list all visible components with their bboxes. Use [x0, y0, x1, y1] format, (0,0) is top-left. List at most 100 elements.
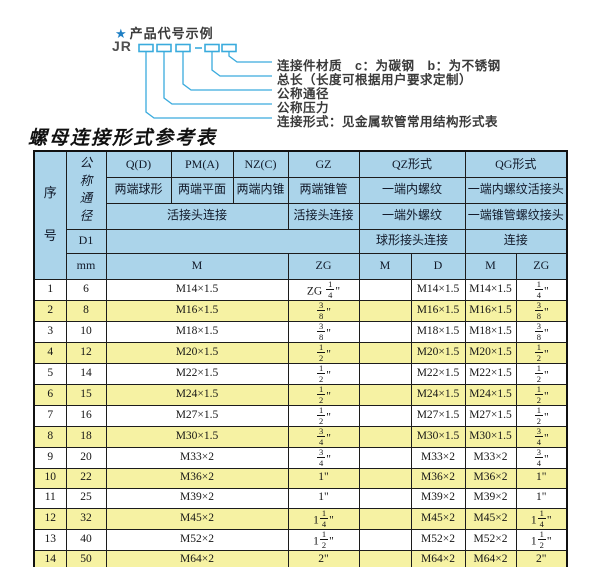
cell-qz-m [358, 341, 412, 364]
header-union-connection: 活接头连接 [105, 202, 289, 230]
cell-qz-m [358, 278, 412, 301]
cell-dn-mm: 20 [65, 446, 107, 469]
table-row: 13 40 M52×2 1 1 2 " M52×2 M52×2 1 1 2 " [33, 528, 568, 551]
cell-m-thread: M22×1.5 [105, 362, 289, 385]
header-qz-desc1: 一端内螺纹 [358, 176, 466, 204]
cell-qg-m: M14×1.5 [464, 278, 517, 301]
cell-qg-zg: 1 2 " [515, 383, 568, 406]
cell-qz-m [358, 383, 412, 406]
cell-gz-zg: 3 8 " [287, 299, 360, 322]
code-box-2 [156, 43, 172, 53]
table-header: 序号 公称通径 Q(D) PM(A) NZ(C) GZ QZ形式 QG形式 两端… [33, 150, 568, 280]
cell-qz-d: M22×1.5 [410, 362, 466, 385]
cell-gz-zg: 3 4 " [287, 425, 360, 448]
cell-qg-zg: 2" [515, 549, 568, 567]
cell-qz-m [358, 549, 412, 567]
header-nz-desc: 两端内锥 [232, 176, 289, 204]
cell-qz-d: M52×2 [410, 528, 466, 551]
nut-connection-reference-table: 序号 公称通径 Q(D) PM(A) NZ(C) GZ QZ形式 QG形式 两端… [33, 150, 568, 567]
table-title: 螺母连接形式参考表 [28, 128, 218, 149]
header-gz-connection: 活接头连接 [287, 202, 360, 230]
cell-qz-d: M45×2 [410, 507, 466, 530]
cell-gz-zg: 1 1 4 " [287, 507, 360, 530]
cell-seq: 5 [33, 362, 67, 385]
cell-qg-m: M22×1.5 [464, 362, 517, 385]
cell-seq: 7 [33, 404, 67, 427]
table-body: 1 6 M14×1.5 ZG 1 4 " M14×1.5 M14×1.5 1 4 " 2 8 M16×1.… [33, 278, 568, 567]
leader-line-diameter [182, 52, 272, 91]
cell-seq: 12 [33, 507, 67, 530]
cell-qg-zg: 3 4 " [515, 425, 568, 448]
cell-seq: 1 [33, 278, 67, 301]
header-qz-desc2: 一端外螺纹 [358, 202, 466, 230]
cell-qz-d: M36×2 [410, 467, 466, 489]
cell-gz-zg: ZG 1 4 " [287, 278, 360, 301]
code-label-diameter: 公称通径 [277, 87, 330, 101]
cell-dn-mm: 50 [65, 549, 107, 567]
cell-m-thread: M16×1.5 [105, 299, 289, 322]
cell-qg-m: M30×1.5 [464, 425, 517, 448]
cell-m-thread: M45×2 [105, 507, 289, 530]
header-qz-d: D [410, 252, 466, 280]
cell-qz-d: M16×1.5 [410, 299, 466, 322]
leader-line-form [145, 52, 272, 119]
table-row: 10 22 M36×2 1" M36×2 M36×2 1" [33, 467, 568, 489]
cell-m-thread: M52×2 [105, 528, 289, 551]
header-d1: D1 [65, 228, 107, 254]
code-box-3 [175, 43, 191, 53]
cell-m-thread: M18×1.5 [105, 320, 289, 343]
cell-gz-zg: 1" [287, 467, 360, 489]
code-box-4 [204, 43, 220, 53]
cell-qg-m: M36×2 [464, 467, 517, 489]
cell-m-thread: M24×1.5 [105, 383, 289, 406]
cell-qz-m [358, 404, 412, 427]
cell-m-thread: M27×1.5 [105, 404, 289, 427]
cell-qg-m: M39×2 [464, 487, 517, 509]
code-box-1 [138, 43, 154, 53]
cell-dn-mm: 10 [65, 320, 107, 343]
cell-dn-mm: 14 [65, 362, 107, 385]
cell-seq: 3 [33, 320, 67, 343]
cell-m-thread: M14×1.5 [105, 278, 289, 301]
header-col-q: Q(D) [105, 150, 172, 178]
cell-qz-m [358, 487, 412, 509]
cell-qz-m [358, 425, 412, 448]
cell-seq: 11 [33, 487, 67, 509]
star-icon: ★ [115, 26, 128, 41]
cell-gz-zg: 1 2 " [287, 404, 360, 427]
leader-line-length [211, 52, 272, 77]
cell-qg-m: M16×1.5 [464, 299, 517, 322]
cell-qz-m [358, 446, 412, 469]
cell-dn-mm: 15 [65, 383, 107, 406]
header-qg-connection: 连接 [464, 228, 568, 254]
cell-dn-mm: 40 [65, 528, 107, 551]
cell-dn-mm: 18 [65, 425, 107, 448]
cell-seq: 14 [33, 549, 67, 567]
code-label-length: 总长（长度可根据用户要求定制） [277, 73, 473, 87]
cell-qz-d: M24×1.5 [410, 383, 466, 406]
table-row: 7 16 M27×1.5 1 2 " M27×1.5 M27×1.5 1 2 " [33, 404, 568, 427]
cell-seq: 8 [33, 425, 67, 448]
cell-m-thread: M33×2 [105, 446, 289, 469]
cell-qg-zg: 3 4 " [515, 446, 568, 469]
table-row: 1 6 M14×1.5 ZG 1 4 " M14×1.5 M14×1.5 1 4 " [33, 278, 568, 301]
cell-qg-m: M64×2 [464, 549, 517, 567]
cell-gz-zg: 1 1 2 " [287, 528, 360, 551]
cell-dn-mm: 16 [65, 404, 107, 427]
header-mm: mm [65, 252, 107, 280]
table-row: 14 50 M64×2 2" M64×2 M64×2 2" [33, 549, 568, 567]
cell-qz-m [358, 362, 412, 385]
header-q-desc: 两端球形 [105, 176, 172, 204]
cell-dn-mm: 12 [65, 341, 107, 364]
cell-qg-zg: 1 4 " [515, 278, 568, 301]
cell-qz-d: M39×2 [410, 487, 466, 509]
table-row: 12 32 M45×2 1 1 4 " M45×2 M45×2 1 1 4 " [33, 507, 568, 530]
table-row: 6 15 M24×1.5 1 2 " M24×1.5 M24×1.5 1 2 " [33, 383, 568, 406]
cell-m-thread: M20×1.5 [105, 341, 289, 364]
product-code-diagram [138, 43, 272, 119]
cell-dn-mm: 6 [65, 278, 107, 301]
header-qg-m: M [464, 252, 517, 280]
cell-qg-zg: 1 2 " [515, 341, 568, 364]
cell-qg-zg: 3 8 " [515, 320, 568, 343]
cell-gz-zg: 1 2 " [287, 383, 360, 406]
